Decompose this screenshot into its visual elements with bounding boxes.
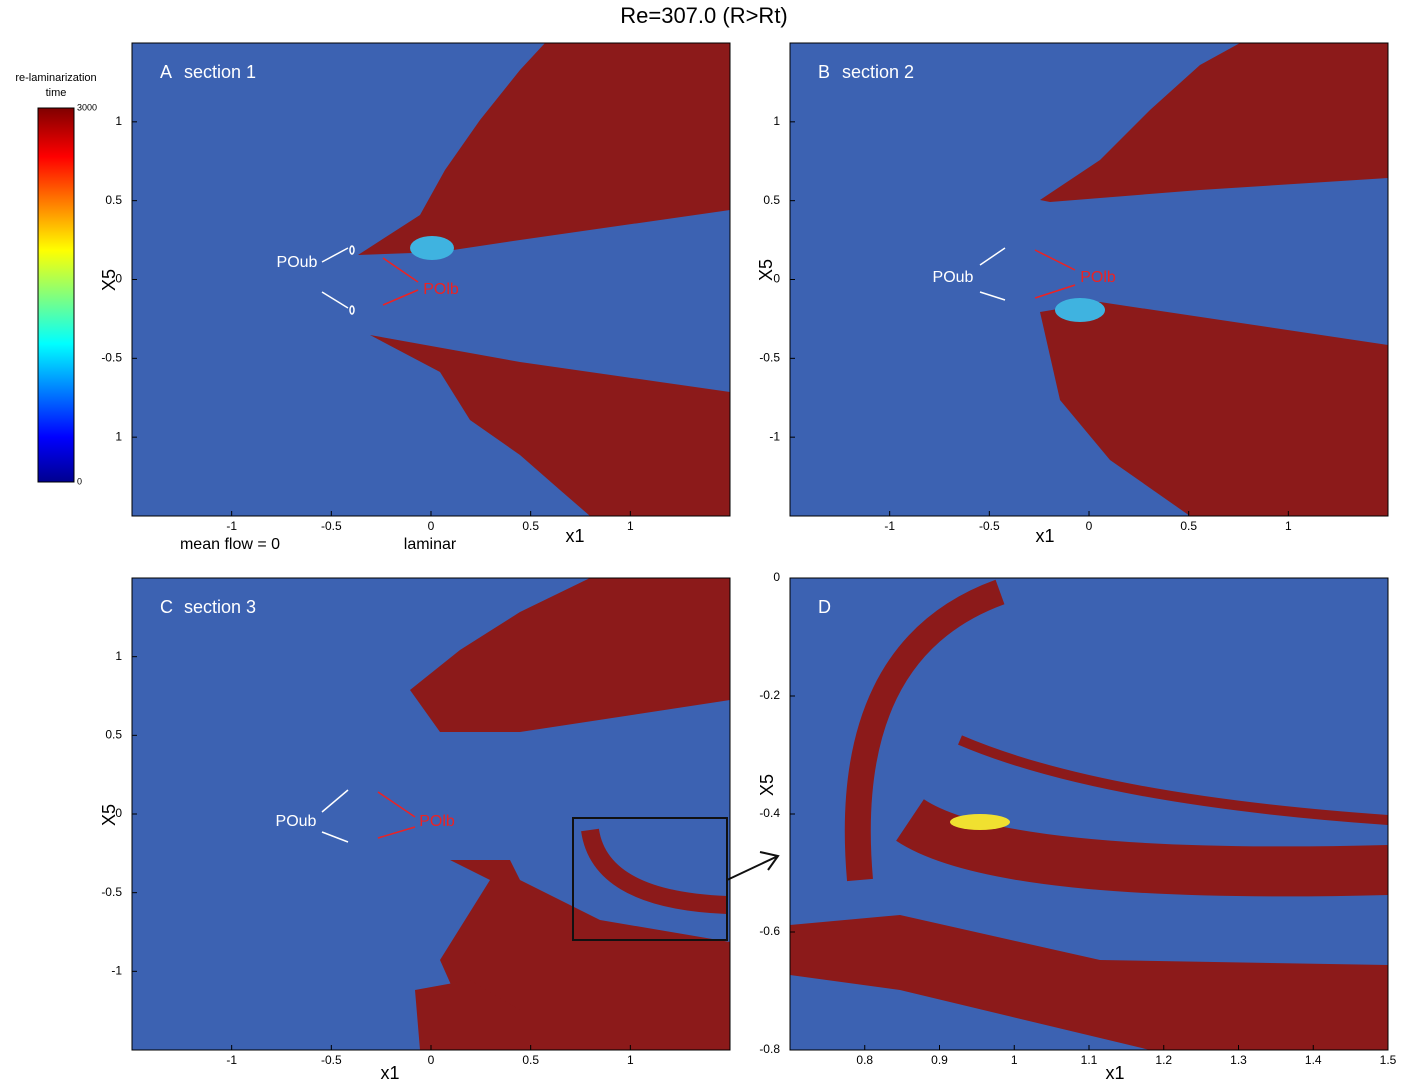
- colorbar-label: time: [46, 87, 67, 99]
- x-axis-label: x1: [1035, 526, 1054, 546]
- x-tick-label: -0.5: [979, 519, 1000, 533]
- x-tick-label: 0.5: [522, 1053, 539, 1067]
- y-tick-label: -0.5: [101, 351, 122, 365]
- y-tick-label: 0: [773, 272, 780, 286]
- heatmap-b: [790, 43, 1388, 516]
- colorbar: [37, 107, 75, 483]
- x-tick-label: 1: [627, 1053, 634, 1067]
- y-axis-label: X5: [99, 804, 119, 826]
- y-axis-label: X5: [99, 269, 119, 291]
- x-tick-label: 1.3: [1230, 1053, 1247, 1067]
- y-axis-label: X5: [756, 259, 776, 281]
- x-axis-label: x1: [380, 1063, 399, 1083]
- x-tick-label: 0: [428, 519, 435, 533]
- x-tick-label: -1: [884, 519, 895, 533]
- annotation: POlb: [1080, 269, 1116, 286]
- annotation: POub: [277, 254, 318, 271]
- annotation: POlb: [419, 813, 455, 830]
- x-tick-label: -0.5: [321, 1053, 342, 1067]
- x-tick-label: 1: [627, 519, 634, 533]
- y-tick-label: 0.5: [763, 193, 780, 207]
- panel-subtitle: section 1: [184, 62, 256, 82]
- y-tick-label: -1: [769, 429, 780, 443]
- panel-letter: B: [818, 62, 830, 82]
- y-tick-label: -0.8: [759, 1042, 780, 1056]
- y-tick-label: 0.5: [105, 728, 122, 742]
- x-tick-label: -0.5: [321, 519, 342, 533]
- x-tick-label: 0.9: [931, 1053, 948, 1067]
- x-tick-label: 0.5: [1180, 519, 1197, 533]
- colorbar-tick-label: 3000: [77, 102, 97, 112]
- x-tick-label: 0: [428, 1053, 435, 1067]
- x-tick-label: 1.1: [1081, 1053, 1098, 1067]
- y-tick-label: -0.2: [759, 688, 780, 702]
- colorbar-tick-label: 0: [77, 476, 82, 486]
- y-tick-label: 1: [115, 114, 122, 128]
- x-axis-label: x1: [565, 526, 584, 546]
- x-axis-label: x1: [1105, 1063, 1124, 1083]
- panel-subtitle: section 3: [184, 597, 256, 617]
- x-tick-label: 0.8: [856, 1053, 873, 1067]
- y-tick-label: 1: [115, 649, 122, 663]
- x-tick-label: -1: [226, 1053, 237, 1067]
- x-tick-label: 1: [1285, 519, 1292, 533]
- y-tick-label: -0.4: [759, 806, 780, 820]
- heatmap-c: [132, 578, 730, 1050]
- y-tick-label: -0.5: [101, 885, 122, 899]
- y-tick-label: -1: [111, 964, 122, 978]
- y-tick-label: -0.6: [759, 924, 780, 938]
- annotation: POub: [276, 813, 317, 830]
- x-tick-label: 0: [1086, 519, 1093, 533]
- annotation: mean flow = 0: [180, 536, 280, 553]
- y-tick-label: 1: [115, 429, 122, 443]
- annotation: POlb: [423, 281, 459, 298]
- x-tick-label: -1: [226, 519, 237, 533]
- figure-title: Re=307.0 (R>Rt): [620, 3, 788, 28]
- y-tick-label: 0: [773, 570, 780, 584]
- y-tick-label: 0.5: [105, 193, 122, 207]
- panel-letter: C: [160, 597, 173, 617]
- colorbar-label: re-laminarization: [15, 72, 96, 84]
- x-tick-label: 1.5: [1380, 1053, 1397, 1067]
- y-axis-label: X5: [757, 774, 777, 796]
- x-tick-label: 1: [1011, 1053, 1018, 1067]
- panel-letter: A: [160, 62, 172, 82]
- x-tick-label: 1.2: [1155, 1053, 1172, 1067]
- panel-letter: D: [818, 597, 831, 617]
- y-tick-label: 0: [115, 272, 122, 286]
- x-tick-label: 0.5: [522, 519, 539, 533]
- heatmap-a: [132, 43, 730, 516]
- annotation: laminar: [404, 536, 457, 553]
- heatmap-d: [790, 578, 1388, 1050]
- annotation: POub: [933, 269, 974, 286]
- x-tick-label: 1.4: [1305, 1053, 1322, 1067]
- y-tick-label: 1: [773, 114, 780, 128]
- pointers: [321, 245, 1076, 941]
- y-tick-label: 0: [115, 806, 122, 820]
- panel-subtitle: section 2: [842, 62, 914, 82]
- y-tick-label: -0.5: [759, 351, 780, 365]
